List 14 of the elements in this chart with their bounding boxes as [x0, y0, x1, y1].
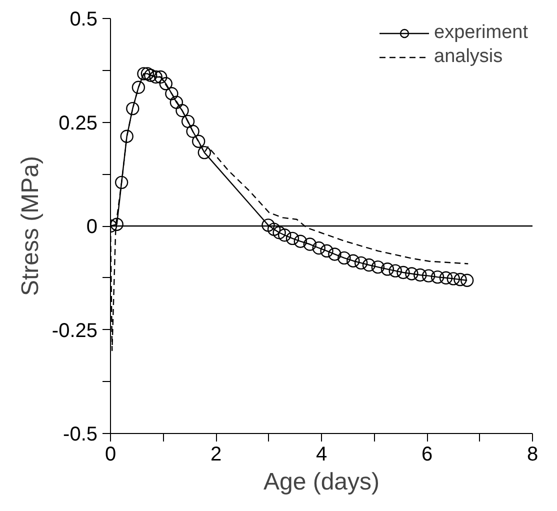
- y-tick-label: -0.5: [63, 424, 98, 446]
- x-tick-label: 0: [104, 444, 116, 466]
- x-tick-label: 8: [526, 444, 538, 466]
- y-tick-label: -0.25: [52, 320, 98, 342]
- y-tick-label: 0.25: [58, 112, 98, 134]
- y-tick-label: 0: [86, 216, 98, 238]
- y-tick-label: 0.5: [70, 8, 98, 30]
- x-tick-label: 2: [210, 444, 222, 466]
- y-axis-title: Stress (MPa): [16, 156, 44, 296]
- legend-label: analysis: [434, 46, 503, 68]
- x-tick-label: 4: [316, 444, 328, 466]
- x-axis-title: Age (days): [263, 468, 380, 496]
- legend-label: experiment: [434, 22, 528, 44]
- x-tick-label: 6: [421, 444, 433, 466]
